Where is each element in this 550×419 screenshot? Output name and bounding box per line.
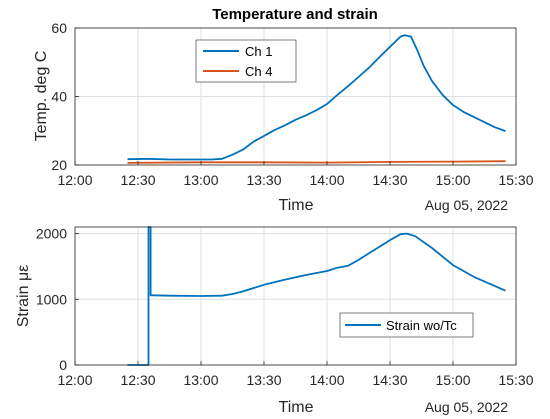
legend-box [195,39,297,83]
strain-x-tick-label: 13:00 [183,372,218,388]
strain-x-tick-label: 14:30 [372,372,407,388]
temperature-x-tick-label: 15:30 [498,172,533,188]
strain-y-tick-label: 0 [59,357,67,373]
strain-date-label: Aug 05, 2022 [425,399,509,415]
temperature-x-tick-label: 13:30 [246,172,281,188]
series-line-strain-wo-tc [127,226,506,366]
strain-y-label: Strain με [15,265,32,328]
strain-y-tick-label: 1000 [36,291,67,307]
temperature-x-tick-label: 14:30 [372,172,407,188]
legend-label-ch1: Ch 1 [245,44,272,59]
strain-x-tick-label: 15:30 [498,372,533,388]
strain-ticks: 12:00 12:30 13:00 13:30 14:00 14:30 15:00 15:30… [36,226,534,388]
strain-grid [74,227,517,366]
strain-x-label: Time [279,399,314,416]
strain-panel: 12:00 12:30 13:00 13:30 14:00 14:30 15:00 15:30… [15,226,534,416]
series-line-ch-1 [127,34,506,161]
series-line-ch-4 [127,160,506,164]
temperature-series [127,34,506,164]
temperature-legend: Ch 1 Ch 4 [195,39,297,83]
strain-y-tick-label: 2000 [36,226,67,242]
chart-title: Temperature and strain [212,6,378,23]
temperature-panel: Temperature and strain 12:00 12:30 13:00 13… [33,6,534,214]
temperature-date-label: Aug 05, 2022 [425,197,509,213]
temperature-y-tick-label: 40 [51,89,67,105]
legend-label-strain: Strain wo/Tc [386,318,457,333]
legend-label-ch4: Ch 4 [245,64,272,79]
temperature-y-tick-label: 60 [51,20,67,36]
strain-x-tick-label: 13:30 [246,372,281,388]
temperature-ticks: 12:00 12:30 13:00 13:30 14:00 14:30 15:00 15:30… [51,20,533,188]
temperature-y-label: Temp. deg C [33,51,50,142]
temperature-x-tick-label: 12:00 [57,172,92,188]
temperature-x-tick-label: 13:00 [183,172,218,188]
strain-series [127,226,506,366]
strain-plot-area [74,226,517,366]
temperature-x-tick-label: 12:30 [120,172,155,188]
strain-x-tick-label: 12:30 [120,372,155,388]
strain-legend: Strain wo/Tc [339,312,474,338]
strain-x-tick-label: 15:00 [435,372,470,388]
strain-x-tick-label: 14:00 [309,372,344,388]
temperature-x-tick-label: 14:00 [309,172,344,188]
temperature-x-label: Time [279,197,314,214]
temperature-x-tick-label: 15:00 [435,172,470,188]
temperature-y-tick-label: 20 [51,157,67,173]
strain-x-tick-label: 12:00 [57,372,92,388]
